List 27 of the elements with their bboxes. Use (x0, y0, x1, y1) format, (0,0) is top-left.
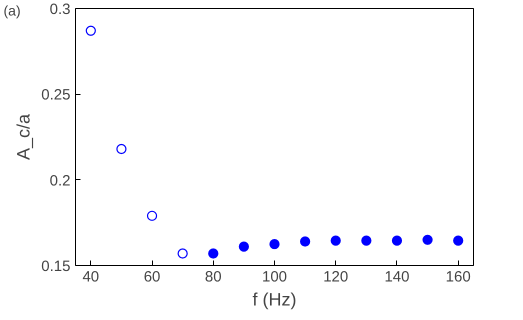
point (238, 242, 249, 252)
x-tick-label: 60 (144, 268, 160, 286)
point (178, 248, 188, 259)
x-tick-label: 40 (82, 268, 100, 286)
y-tick-label: 0.3 (50, 1, 71, 18)
x-tick-label: 160 (446, 268, 471, 286)
point (86, 26, 96, 36)
text: (a) (4, 2, 21, 18)
point (116, 144, 127, 154)
point (269, 238, 280, 250)
x-tick-label: 120 (323, 268, 348, 286)
point (361, 236, 372, 246)
point (330, 236, 341, 246)
point (453, 236, 464, 246)
y-tick-label: 0.2 (50, 172, 71, 190)
point (392, 236, 402, 246)
y-tick-label: 0.25 (41, 86, 71, 104)
x-tick-label: 140 (384, 268, 410, 286)
point (146, 210, 158, 221)
y-tick-label: 0.15 (41, 258, 71, 275)
x-axis-title: f (Hz) (252, 290, 297, 310)
x-tick-label: 100 (262, 268, 288, 286)
x-tick-label: 80 (204, 268, 222, 286)
y-axis-title: A_c/a (13, 112, 34, 160)
point (422, 234, 433, 245)
point (300, 236, 310, 247)
point (208, 248, 218, 259)
